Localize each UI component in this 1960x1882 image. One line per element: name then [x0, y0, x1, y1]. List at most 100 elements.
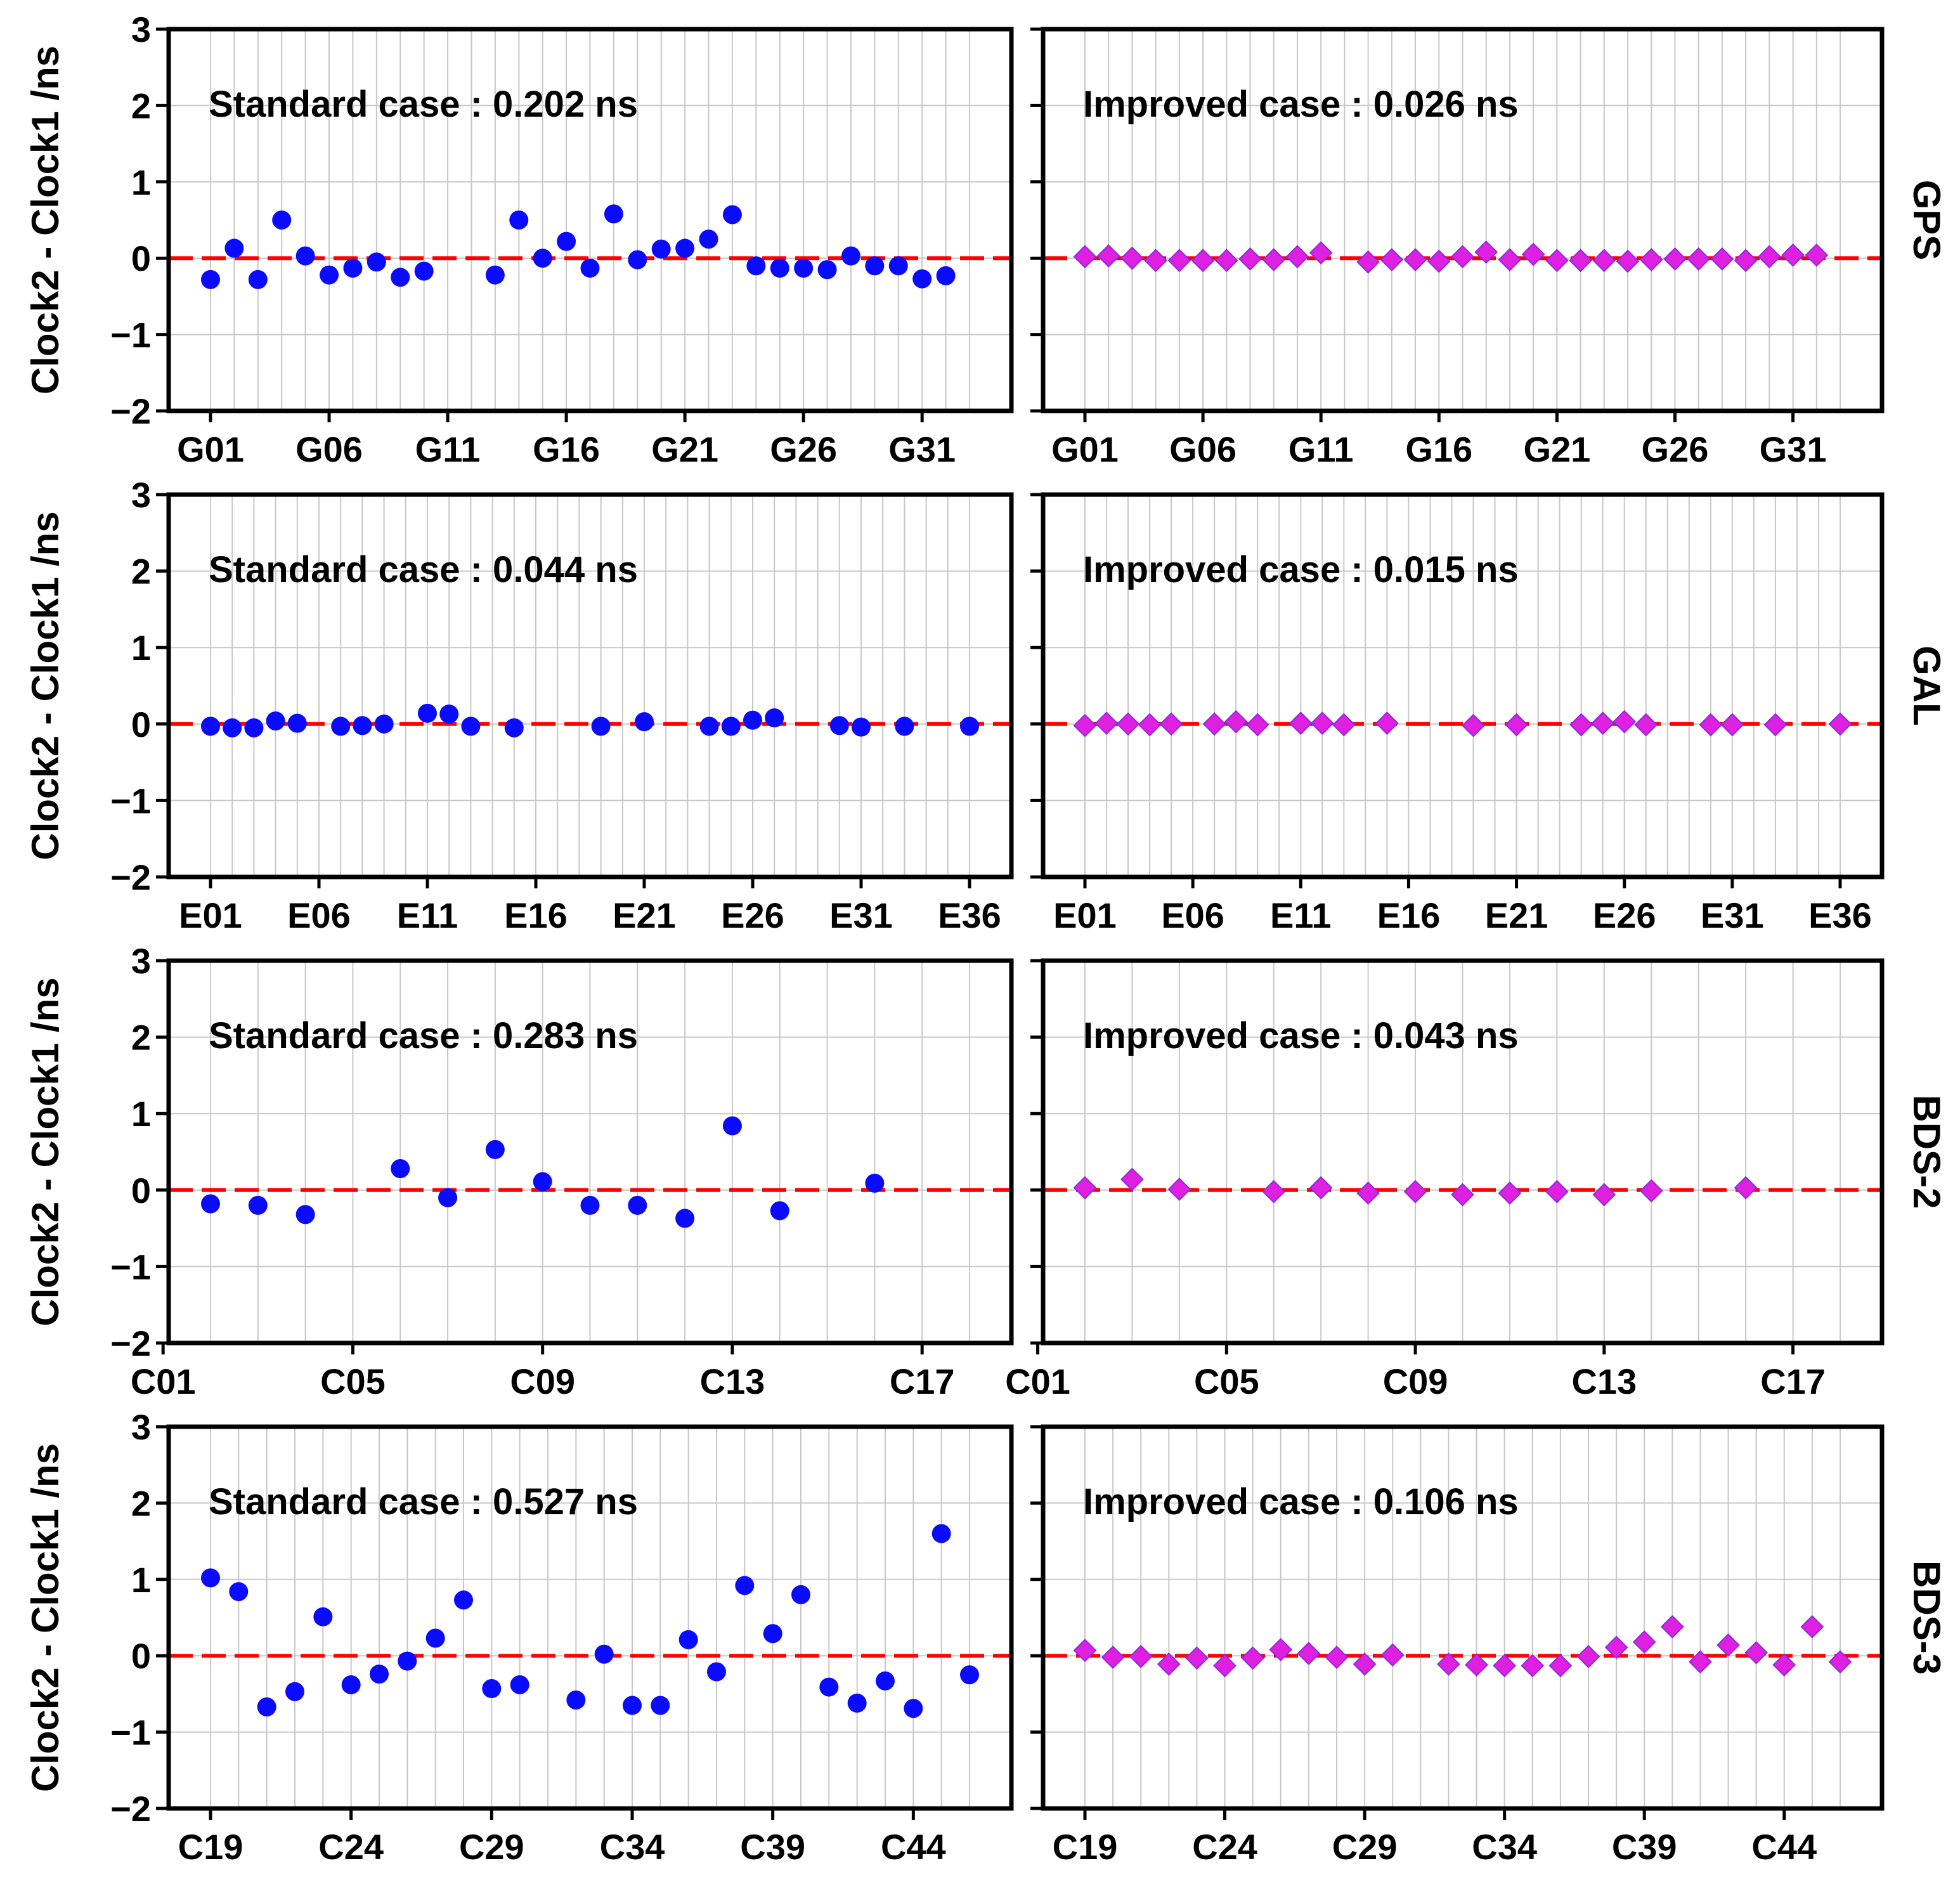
data-point-standard — [285, 1682, 304, 1701]
x-tick-label: G06 — [295, 429, 363, 469]
data-point-improved — [1521, 242, 1545, 266]
data-point-standard — [425, 1628, 445, 1648]
data-point-improved — [1663, 247, 1687, 271]
data-point-standard — [635, 712, 654, 732]
data-point-standard — [201, 269, 220, 289]
data-point-standard — [678, 1630, 698, 1649]
data-point-improved — [1639, 248, 1663, 272]
data-point-standard — [266, 711, 285, 730]
data-point-improved — [1167, 1178, 1191, 1202]
x-tick-label: E21 — [1485, 895, 1548, 935]
standard-case-annotation: Standard case : 0.202 ns — [209, 84, 638, 125]
data-point-standard — [341, 1675, 361, 1694]
x-tick-label: C24 — [1192, 1827, 1257, 1867]
data-point-standard — [819, 1677, 839, 1697]
x-tick-label: C17 — [1760, 1361, 1826, 1401]
y-tick-label: 2 — [131, 1018, 151, 1058]
data-point-improved — [1437, 1652, 1460, 1676]
x-tick-label: C01 — [1005, 1361, 1070, 1401]
data-point-improved — [1356, 250, 1380, 274]
x-tick-label: E16 — [504, 895, 568, 935]
x-tick-label: G26 — [1642, 429, 1709, 469]
x-tick-label: E06 — [287, 895, 351, 935]
x-tick-label: G11 — [415, 429, 481, 469]
x-tick-label: G26 — [770, 429, 837, 469]
y-tick-label: 0 — [131, 238, 151, 278]
data-point-standard — [722, 205, 742, 224]
data-point-standard — [675, 1209, 695, 1228]
data-point-standard — [398, 1651, 417, 1671]
axes-frame — [166, 958, 1014, 1346]
data-point-standard — [591, 717, 611, 736]
x-tick-label: G16 — [533, 429, 600, 469]
data-point-improved — [1269, 1638, 1293, 1661]
panel-gal-standard: 3 2 1 0 −1 −2 E01 E06 E11 E16 E21 E26 E31 E36 Standard… — [110, 475, 1014, 935]
data-point-standard — [936, 266, 956, 285]
x-tick-label: G21 — [1523, 429, 1590, 469]
data-point-improved — [1310, 711, 1334, 736]
data-point-improved — [1451, 1183, 1474, 1207]
data-point-improved — [1828, 712, 1852, 736]
data-point-improved — [1505, 713, 1528, 737]
panel-bds-2-improved: C01 C05 C09 C13 C17 Improved case : 0.043 ns — [1005, 958, 1885, 1401]
data-point-standard — [847, 1693, 867, 1713]
data-point-standard — [707, 1662, 726, 1682]
axes-frame — [1041, 27, 1885, 413]
data-point-improved — [1262, 1179, 1286, 1204]
data-point-improved — [1129, 1644, 1153, 1668]
x-tick-label: C39 — [740, 1827, 805, 1867]
x-tick-label: G31 — [888, 429, 956, 469]
x-tick-label: G06 — [1169, 429, 1236, 469]
x-tick-label: C05 — [1194, 1361, 1259, 1401]
data-point-improved — [1569, 249, 1593, 273]
system-label: BDS-2 — [1905, 1094, 1948, 1209]
data-point-improved — [1720, 713, 1744, 737]
axes-frame — [166, 1424, 1014, 1811]
data-point-standard — [485, 1139, 505, 1159]
data-point-standard — [841, 246, 860, 266]
data-point-improved — [1380, 1643, 1405, 1667]
y-tick-label: −2 — [110, 391, 151, 431]
data-point-improved — [1427, 249, 1451, 273]
data-point-improved — [1073, 713, 1097, 737]
data-point-improved — [1744, 1640, 1769, 1665]
panel-bds-3-standard: 3 2 1 0 −1 −2 C19 C24 C29 C34 C39 C44 Standard case … — [110, 1407, 1014, 1867]
x-tick-label: E26 — [721, 895, 784, 935]
data-point-improved — [1309, 1176, 1333, 1200]
y-tick-label: −2 — [110, 1789, 151, 1829]
x-tick-label: E36 — [938, 895, 1001, 935]
data-point-standard — [651, 1696, 670, 1715]
data-point-standard — [313, 1607, 333, 1626]
data-point-improved — [1116, 712, 1140, 736]
data-point-improved — [1800, 1615, 1824, 1639]
data-point-standard — [331, 717, 351, 736]
data-point-improved — [1238, 247, 1262, 271]
data-point-standard — [229, 1582, 249, 1602]
data-point-standard — [699, 717, 719, 736]
data-point-improved — [1474, 240, 1498, 264]
data-point-improved — [1592, 249, 1616, 273]
data-point-standard — [533, 249, 552, 268]
data-point-improved — [1828, 1650, 1852, 1674]
data-point-improved — [1101, 1645, 1125, 1670]
data-point-standard — [604, 204, 623, 224]
data-point-standard — [904, 1699, 923, 1718]
x-tick-label: G11 — [1288, 429, 1354, 469]
x-tick-label: E16 — [1377, 895, 1441, 935]
improved-case-annotation: Improved case : 0.106 ns — [1083, 1481, 1519, 1522]
data-point-improved — [1569, 713, 1593, 737]
data-point-improved — [1451, 245, 1474, 269]
data-point-standard — [414, 261, 434, 281]
panel-gal-improved: E01 E06 E11 E16 E21 E26 E31 E36 Improved case : … — [1030, 492, 1885, 935]
x-tick-label: G16 — [1405, 429, 1472, 469]
axes-frame — [1041, 1424, 1885, 1811]
data-point-standard — [257, 1697, 276, 1717]
data-point-improved — [1096, 244, 1120, 268]
data-point-standard — [817, 260, 837, 280]
x-tick-label: C29 — [1332, 1827, 1398, 1867]
y-axis-label: Clock2 - Clock1 /ns — [24, 977, 67, 1326]
panel-gps-improved: G01 G06 G11 G16 G21 G26 G31 Improved case : 0.0… — [1030, 27, 1885, 469]
data-point-improved — [1285, 245, 1309, 269]
data-point-standard — [374, 714, 394, 734]
